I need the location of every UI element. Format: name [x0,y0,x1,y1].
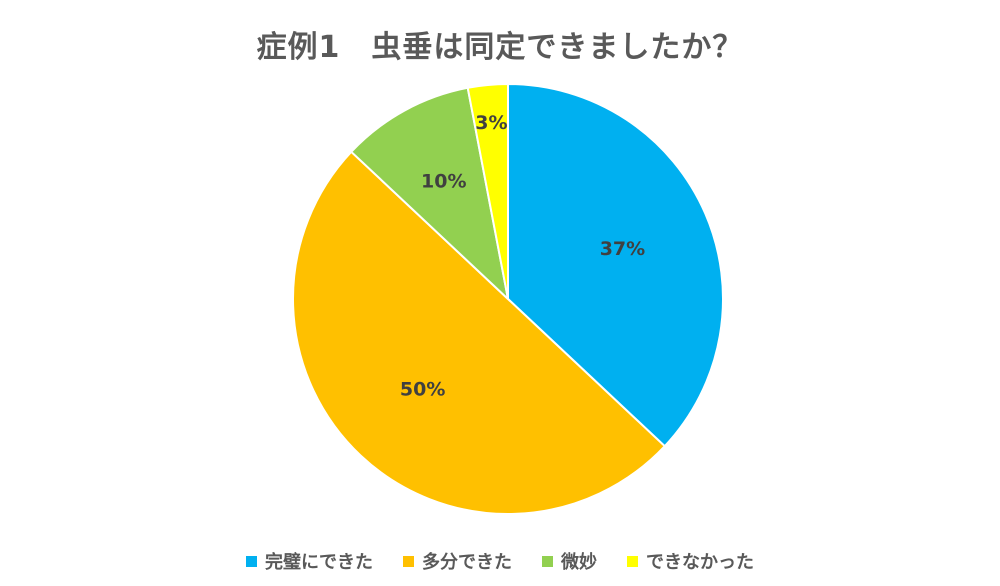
legend-label: 多分できた [422,552,512,573]
legend-swatch [246,555,257,567]
legend-label: 完璧にできた [265,552,373,573]
legend-item-2: 微妙 [542,548,597,574]
legend-label: できなかった [646,552,754,573]
pie-slice-0 [507,82,724,448]
legend-swatch [403,555,414,567]
data-label-3: 3% [475,112,507,134]
legend-item-0: 完璧にできた [246,548,373,574]
legend-item-1: 多分できた [403,548,512,574]
legend-item-3: できなかった [627,548,754,574]
data-label-0: 37% [600,238,645,260]
legend: 完璧にできた 多分できた 微妙 できなかった [0,548,1000,574]
legend-swatch [542,555,553,567]
data-label-2: 10% [421,171,466,193]
pie-slice-1 [292,150,667,515]
chart-title: 症例1 虫垂は同定できましたか？ [256,30,744,65]
pie-slice-3 [466,82,509,300]
legend-swatch [627,555,638,567]
legend-label: 微妙 [561,552,597,573]
pie-slice-2 [349,86,510,302]
data-label-1: 50% [400,378,445,400]
